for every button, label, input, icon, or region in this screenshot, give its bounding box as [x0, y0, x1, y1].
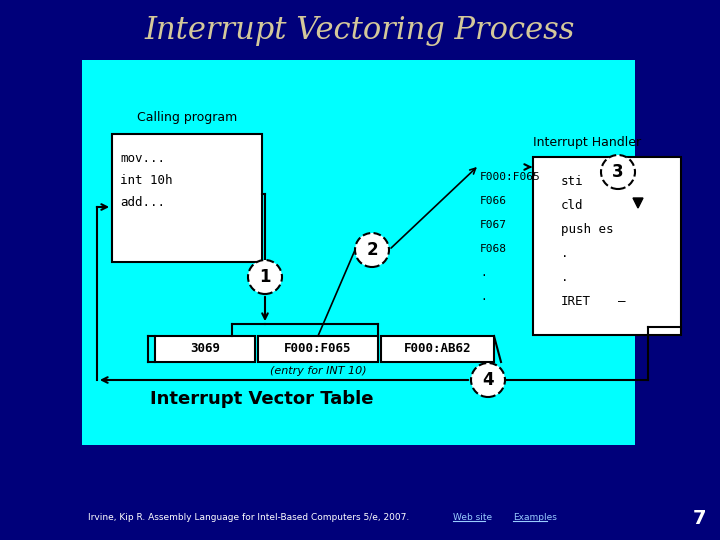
Text: (entry for INT 10): (entry for INT 10)	[270, 366, 366, 376]
Text: add...: add...	[120, 196, 165, 209]
Text: F000:AB62: F000:AB62	[404, 342, 472, 355]
Text: .: .	[480, 292, 487, 302]
Text: Interrupt Handler: Interrupt Handler	[533, 136, 641, 149]
Text: mov...: mov...	[120, 152, 165, 165]
Bar	[258, 336, 378, 362]
Text: 4: 4	[482, 371, 494, 389]
Text: Interrupt Vectoring Process: Interrupt Vectoring Process	[145, 15, 575, 45]
Text: push es: push es	[561, 223, 613, 236]
Bar	[533, 157, 681, 335]
Text: Web site: Web site	[453, 514, 492, 523]
Bar	[155, 336, 255, 362]
Text: F000:F065: F000:F065	[480, 172, 541, 182]
Text: 7: 7	[693, 509, 706, 528]
Circle shape	[601, 155, 635, 189]
Text: .: .	[561, 271, 569, 284]
Bar	[82, 60, 635, 445]
Text: IRET: IRET	[561, 295, 591, 308]
Text: .: .	[561, 247, 569, 260]
Text: F066: F066	[480, 196, 507, 206]
Text: 1: 1	[259, 268, 271, 286]
Circle shape	[355, 233, 389, 267]
Text: F068: F068	[480, 244, 507, 254]
Text: cld: cld	[561, 199, 583, 212]
Text: 3: 3	[612, 163, 624, 181]
Text: .: .	[480, 268, 487, 278]
Text: Irvine, Kip R. Assembly Language for Intel-Based Computers 5/e, 2007.: Irvine, Kip R. Assembly Language for Int…	[88, 514, 409, 523]
Text: 2: 2	[366, 241, 378, 259]
Text: int 10h: int 10h	[120, 174, 173, 187]
Bar	[381, 336, 494, 362]
Polygon shape	[633, 198, 643, 208]
Text: Interrupt Vector Table: Interrupt Vector Table	[150, 390, 374, 408]
Text: Calling program: Calling program	[137, 111, 237, 124]
Text: F000:F065: F000:F065	[284, 342, 352, 355]
Circle shape	[471, 363, 505, 397]
Bar	[112, 134, 262, 262]
Text: F067: F067	[480, 220, 507, 230]
Text: 3069: 3069	[190, 342, 220, 355]
Text: —: —	[618, 295, 626, 308]
Text: sti: sti	[561, 175, 583, 188]
Text: Examples: Examples	[513, 514, 557, 523]
Circle shape	[248, 260, 282, 294]
